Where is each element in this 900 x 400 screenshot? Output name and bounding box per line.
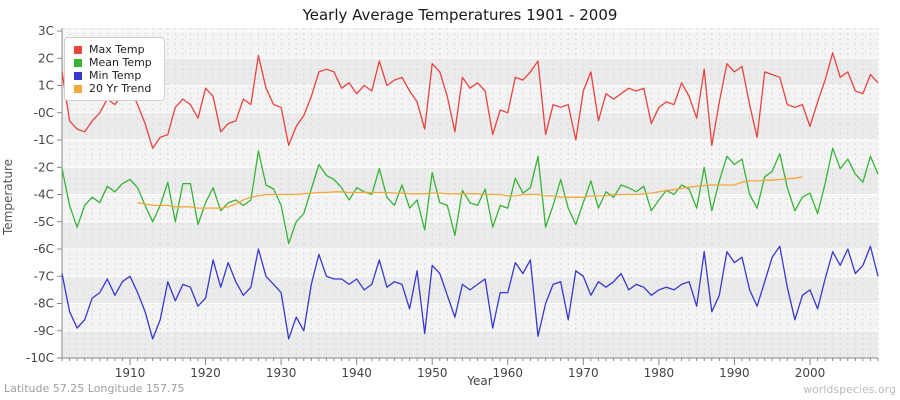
latitude-longitude-note: Latitude 57.25 Longitude 157.75: [4, 382, 185, 395]
x-tick-label: 1910: [115, 366, 146, 380]
y-tick-label: 2C: [38, 51, 54, 65]
y-tick-label: -1C: [34, 133, 54, 147]
x-tick-label: 1940: [341, 366, 372, 380]
y-tick-label: -7C: [34, 269, 54, 283]
x-tick-label: 1990: [719, 366, 750, 380]
x-tick-label: 2000: [795, 366, 826, 380]
y-tick-label: -8C: [34, 297, 54, 311]
legend-swatch-icon: [74, 84, 82, 93]
y-tick-label: -6C: [34, 242, 54, 256]
legend-item: Mean Temp: [74, 56, 152, 69]
watermark: worldspecies.org: [803, 383, 896, 396]
x-tick-label: 1980: [644, 366, 675, 380]
y-tick-label: -10C: [26, 351, 54, 365]
y-axis-title: Temperature: [1, 159, 15, 236]
legend-swatch-icon: [74, 71, 82, 80]
legend-item: 20 Yr Trend: [74, 82, 152, 95]
x-tick-label: 1930: [266, 366, 297, 380]
y-tick-label: 3C: [38, 24, 54, 38]
y-tick-label: -4C: [34, 188, 54, 202]
plot-band: [62, 58, 878, 86]
x-tick-label: 1920: [190, 366, 221, 380]
legend-label: Max Temp: [89, 43, 145, 56]
legend-item: Min Temp: [74, 69, 152, 82]
series-line-min-temp: [61, 245, 879, 340]
y-tick-label: -0C: [34, 106, 54, 120]
plot-band: [62, 112, 878, 140]
x-tick-label: 1960: [493, 366, 524, 380]
x-tick-label: 1970: [568, 366, 599, 380]
legend-label: Min Temp: [89, 69, 142, 82]
x-tick-label: 1950: [417, 366, 448, 380]
series-line-mean-temp: [61, 147, 879, 245]
y-tick-label: 1C: [38, 79, 54, 93]
series-line-20-yr-trend: [137, 176, 803, 209]
legend-swatch-icon: [74, 45, 82, 54]
y-tick-label: -2C: [34, 160, 54, 174]
plot-band: [62, 303, 878, 331]
legend-swatch-icon: [74, 58, 82, 67]
chart-title: Yearly Average Temperatures 1901 - 2009: [302, 6, 618, 24]
legend-label: Mean Temp: [89, 56, 152, 69]
y-tick-label: -9C: [34, 324, 54, 338]
x-axis-title: Year: [467, 374, 493, 388]
legend: Max Temp Mean Temp Min Temp 20 Yr Trend: [64, 37, 165, 101]
y-tick-label: -5C: [34, 215, 54, 229]
legend-label: 20 Yr Trend: [89, 82, 152, 95]
legend-item: Max Temp: [74, 43, 152, 56]
series-line-max-temp: [61, 52, 879, 149]
